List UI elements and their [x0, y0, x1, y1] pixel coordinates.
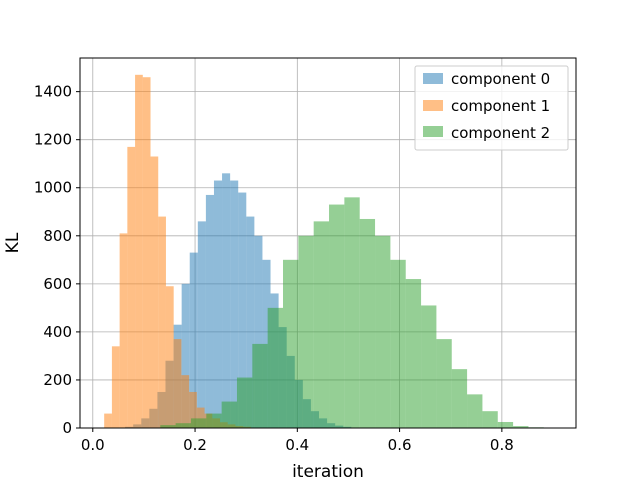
histogram-bar — [236, 377, 253, 428]
x-tick-label: 0.0 — [81, 436, 105, 454]
legend-box — [414, 65, 569, 151]
histogram-bar — [213, 180, 223, 428]
histogram-bar — [197, 221, 206, 428]
histogram-bar — [165, 286, 174, 428]
histogram-bar — [467, 394, 483, 428]
series-component-1 — [104, 74, 275, 429]
histogram-bar — [344, 197, 360, 428]
histogram-bar — [513, 426, 529, 428]
histogram-bar — [405, 279, 422, 428]
histogram-bar — [142, 77, 151, 429]
legend-swatch-component-0 — [423, 73, 443, 84]
histogram-bar — [254, 235, 263, 428]
histogram-bar — [189, 252, 198, 428]
y-axis-ticks: 0 200 400 600 800 1000 1200 1400 — [34, 83, 80, 437]
histogram-bar — [150, 156, 159, 428]
legend-label-component-2: component 2 — [451, 124, 550, 142]
histogram-bar — [135, 74, 143, 429]
histogram-bar — [111, 346, 120, 428]
histogram-bar — [238, 192, 247, 428]
histogram-bar — [181, 283, 190, 428]
histogram-bar — [390, 259, 406, 428]
y-tick-label: 1000 — [34, 179, 72, 197]
histogram-bar — [173, 339, 182, 428]
histogram-bar — [206, 413, 222, 428]
histogram-bar — [252, 343, 268, 428]
x-tick-label: 0.8 — [490, 436, 514, 454]
histogram-bar — [158, 216, 166, 428]
histogram-bar — [298, 235, 314, 428]
histogram-bar — [127, 146, 136, 428]
x-axis-label: iteration — [292, 462, 364, 480]
histogram-bar — [181, 375, 190, 428]
y-axis-label: KL — [3, 232, 23, 253]
series-component-2 — [160, 197, 560, 428]
histogram-bar — [267, 307, 284, 428]
histogram-bar — [196, 407, 205, 428]
y-tick-label: 1400 — [34, 83, 72, 101]
histogram-bar — [283, 259, 299, 428]
x-tick-label: 0.2 — [183, 436, 207, 454]
histogram-bar — [313, 221, 330, 428]
histogram-bar — [190, 418, 207, 428]
histogram-bar — [175, 423, 191, 428]
histogram-bar — [482, 411, 498, 428]
histogram-bar — [436, 339, 452, 428]
legend-label-component-1: component 1 — [451, 97, 550, 115]
x-tick-label: 0.6 — [388, 436, 412, 454]
y-tick-label: 200 — [43, 371, 72, 389]
histogram-bar — [329, 204, 345, 428]
histogram-bar — [221, 401, 237, 428]
histogram-bar — [230, 180, 239, 428]
histogram-bar — [246, 216, 255, 428]
legend-swatch-component-1 — [423, 100, 443, 111]
y-tick-label: 0 — [62, 419, 72, 437]
y-tick-label: 400 — [43, 323, 72, 341]
histogram-bars — [104, 74, 560, 429]
axes-frame — [79, 57, 577, 429]
histogram-bar — [359, 218, 376, 428]
legend-swatch-component-2 — [423, 126, 443, 137]
histogram-bar — [160, 425, 176, 428]
x-axis-ticks: 0.0 0.2 0.4 0.6 0.8 — [81, 428, 514, 454]
y-tick-label: 600 — [43, 275, 72, 293]
histogram-bar — [189, 391, 197, 428]
histogram-bar — [222, 173, 231, 428]
histogram-bar — [104, 413, 112, 428]
y-tick-label: 800 — [43, 227, 72, 245]
histogram-bar — [451, 369, 468, 428]
x-tick-label: 0.4 — [285, 436, 309, 454]
histogram-bar — [119, 233, 128, 428]
histogram-bar — [375, 235, 391, 428]
legend: component 0 component 1 component 2 — [414, 65, 569, 151]
histogram-bar — [205, 194, 214, 428]
histogram-bar — [421, 305, 437, 428]
plot-border — [79, 57, 577, 429]
histogram-bar — [497, 421, 514, 428]
legend-label-component-0: component 0 — [451, 70, 550, 88]
y-tick-label: 1200 — [34, 131, 72, 149]
